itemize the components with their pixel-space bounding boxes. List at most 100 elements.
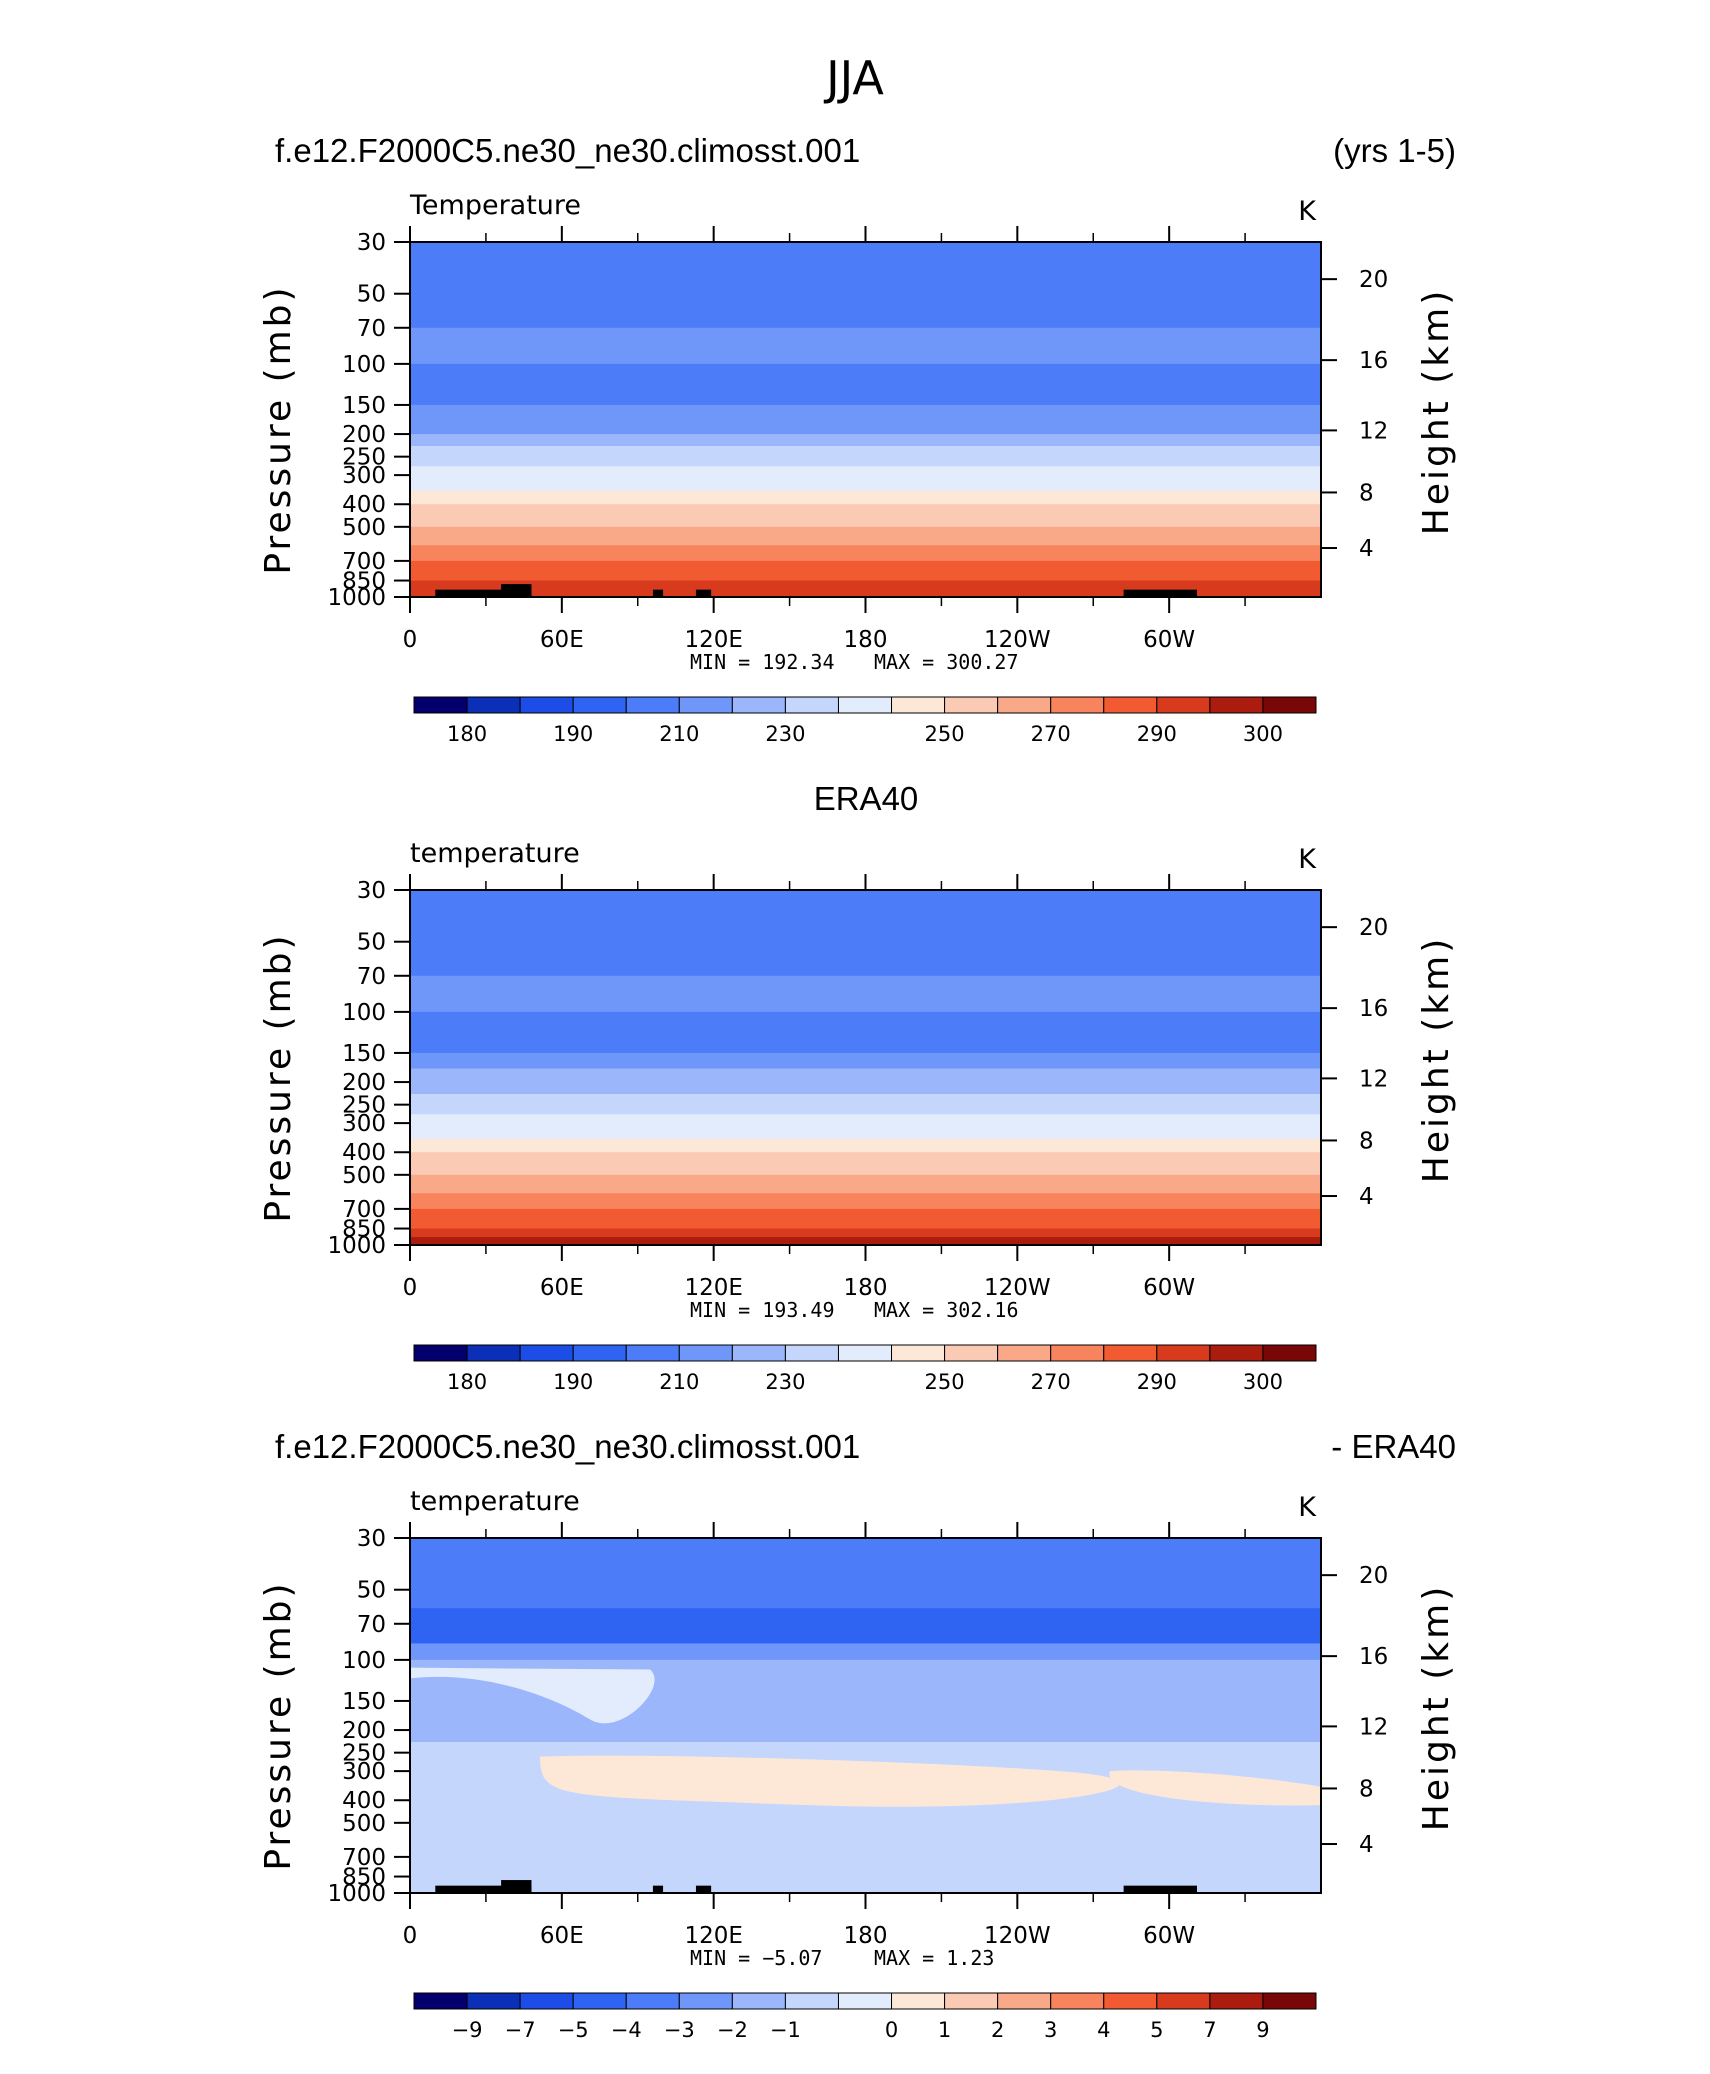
y-tick-label: 300 [342,463,386,489]
contour-band [410,1174,1321,1195]
colorbar-label: −9 [452,2018,483,2042]
contour-band [410,545,1321,562]
colorbar-swatch [1209,1992,1264,2010]
y-tick-label: 250 [342,445,386,471]
contour-band [410,1011,1321,1036]
x-tick-label: 180 [844,1275,888,1301]
topography [435,589,532,597]
anomaly-region [1109,1770,1321,1806]
contour-band [410,1538,1321,1568]
contour-band [410,1164,1321,1176]
colorbar-swatch [519,1992,574,2010]
contour-band [410,1193,1321,1210]
x-tick-label: 120E [684,1923,742,1949]
contour-band [410,1856,1321,1868]
min-label: MIN = 192.34 [690,650,835,674]
y-tick-label: 400 [342,1788,386,1814]
colorbar-swatch [891,1992,946,2010]
colorbar-swatch [1156,1992,1211,2010]
colorbar-swatch [572,696,627,714]
variable-label: Temperature [409,190,581,221]
colorbar-swatch [1103,696,1158,714]
contour-band [410,434,1321,447]
colorbar-label: 210 [659,1370,699,1394]
contour-band [410,560,1321,572]
colorbar-label: 230 [765,722,805,746]
colorbar-label: 190 [553,1370,593,1394]
y-right-tick-label: 20 [1359,267,1388,293]
contour-band [410,1228,1321,1238]
colorbar-swatch [997,1992,1052,2010]
x-tick-label: 60W [1143,1923,1195,1949]
y-right-tick-label: 20 [1359,915,1388,941]
x-tick-label: 0 [403,627,418,653]
y-tick-label: 250 [342,1093,386,1119]
topography [652,1885,664,1893]
panel-title-left: f.e12.F2000C5.ne30_ne30.climosst.001 [275,1428,860,1465]
max-label: MAX = 300.27 [874,650,1019,674]
y-right-tick-label: 12 [1359,418,1388,444]
units-label: K [1298,1492,1317,1523]
contour-band [410,504,1321,517]
colorbar-swatch [1103,1344,1158,1362]
contour-band [410,580,1321,590]
x-tick-label: 0 [403,1275,418,1301]
panel-title-center: ERA40 [814,780,919,817]
y-tick-label: 50 [357,1578,386,1604]
y-tick-label: 400 [342,1140,386,1166]
contour-band [410,1052,1321,1070]
colorbar-label: −3 [664,2018,695,2042]
colorbar-label: 290 [1137,722,1177,746]
contour-band [410,1867,1321,1878]
y-tick-label: 100 [342,1648,386,1674]
contour-band [410,516,1321,528]
y-tick-label: 70 [357,1612,386,1638]
colorbar-swatch [625,1344,680,1362]
y-right-tick-label: 12 [1359,1714,1388,1740]
y-tick-label: 30 [357,878,386,904]
contour-band [410,1123,1321,1140]
y-tick-label: 700 [342,549,386,575]
colorbar-swatch [731,1344,786,1362]
topography [435,1885,532,1893]
y-tick-label: 1000 [327,1233,386,1259]
x-tick-label: 180 [844,1923,888,1949]
y-tick-label: 200 [342,1070,386,1096]
contour-band [410,327,1321,349]
contour-band [410,1068,1321,1083]
variable-label: temperature [410,1486,580,1517]
contour-band [410,1730,1321,1743]
colorbar-swatch [1209,696,1264,714]
panel-2: ERA40 temperature K 0 60E 120E 180 120W 60W 30 50 7… [258,780,1457,1394]
colorbar-label: 190 [553,722,593,746]
x-tick-label: 0 [403,1923,418,1949]
colorbar-label: 210 [659,722,699,746]
y-tick-label: 850 [342,1865,386,1891]
x-tick-label: 60E [540,627,584,653]
min-label: MIN = 193.49 [690,1298,835,1322]
y-right-axis-title: Height (km) [1416,1584,1457,1831]
contour-band [410,271,1321,295]
colorbar-swatch [1262,1344,1317,1362]
colorbar-swatch [678,1344,733,1362]
contour-band [410,960,1321,977]
units-label: K [1298,196,1317,227]
colorbar-label: 9 [1256,2018,1269,2042]
colorbar-label: 1 [938,2018,951,2042]
y-tick-label: 70 [357,964,386,990]
colorbar-swatch [1050,1344,1105,1362]
x-tick-label: 60W [1143,1275,1195,1301]
y-right-tick-label: 4 [1359,1184,1374,1210]
colorbar-swatch [1103,1992,1158,2010]
colorbar-label: 0 [885,2018,898,2042]
colorbar-swatch [997,696,1052,714]
colorbar-label: 7 [1203,2018,1216,2042]
colorbar-swatch [1262,696,1317,714]
colorbar-swatch [466,1992,521,2010]
colorbar-swatch [1156,696,1211,714]
contour-band [410,1082,1321,1095]
colorbar-label: 250 [925,1370,965,1394]
topography [1123,1885,1198,1893]
colorbar-swatch [997,1344,1052,1362]
